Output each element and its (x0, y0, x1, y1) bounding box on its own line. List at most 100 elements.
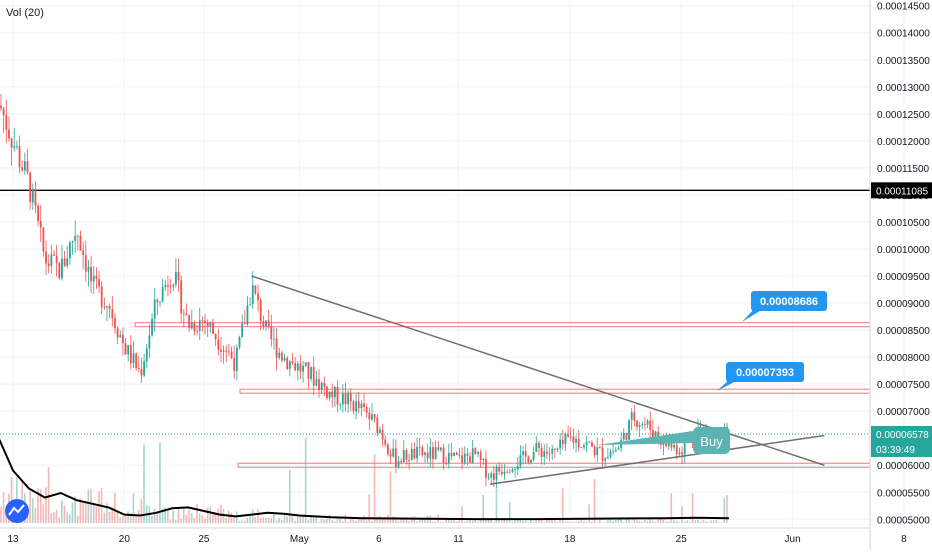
candle-body (153, 299, 156, 319)
candle-body (257, 293, 259, 301)
volume-bar (683, 521, 686, 523)
candle-body (646, 420, 649, 425)
volume-bar (601, 522, 604, 523)
volume-bar (127, 511, 129, 523)
volume-bar (169, 519, 172, 523)
candle-body (341, 393, 344, 405)
volume-bar (161, 508, 164, 523)
volume-bar (304, 438, 307, 523)
candle-body (212, 322, 214, 334)
volume-bar (609, 518, 612, 523)
candle-body (336, 386, 339, 405)
candle-body (683, 440, 686, 455)
volume-bar (10, 477, 13, 523)
volume-bar (514, 520, 516, 523)
candle-body (500, 471, 503, 475)
candle-body (583, 445, 585, 448)
candle-body (508, 471, 511, 473)
volume-bar (360, 517, 363, 523)
volume-bar (310, 515, 312, 523)
candle-body (392, 448, 395, 457)
candle-body (318, 379, 320, 390)
volume-bar (686, 520, 689, 523)
candle-body (61, 258, 63, 279)
candle-body (251, 285, 254, 305)
volume-bar (108, 511, 111, 523)
volume-bar (95, 506, 98, 523)
volume-bar (715, 520, 718, 523)
level-band-red (134, 322, 871, 328)
price-tick-label: 0.00012500 (877, 110, 930, 121)
volume-bar (76, 515, 79, 523)
candle-body (320, 382, 323, 390)
candle-body (132, 353, 135, 364)
volume-bars (0, 438, 728, 523)
candle-body (47, 263, 50, 267)
volume-bar (440, 521, 442, 523)
volume-bar (418, 519, 421, 523)
candle-body (21, 167, 24, 171)
price-tick-label: 0.00008500 (877, 326, 930, 337)
volume-bar (352, 517, 355, 523)
candle-body (87, 266, 90, 272)
volume-bar (143, 444, 145, 523)
candle-body (371, 414, 373, 420)
candle-body (10, 138, 13, 148)
candle-body (294, 363, 297, 371)
candle-body (259, 300, 262, 321)
candle-body (220, 349, 222, 352)
time-tick-label: 6 (376, 534, 382, 545)
volume-bar (453, 518, 455, 523)
volume-bar (622, 522, 625, 523)
candle-body (172, 284, 175, 287)
volume-bar (84, 502, 87, 523)
candle-body (175, 271, 177, 285)
candle-body (572, 436, 575, 443)
candle-body (315, 379, 318, 386)
price-tick-label: 0.00014000 (877, 29, 930, 40)
volume-bar (511, 521, 514, 523)
candle-body (180, 280, 183, 314)
candle-body (535, 442, 538, 452)
candle-body (482, 459, 485, 461)
volume-bar (302, 516, 304, 523)
volume-bar (201, 515, 204, 523)
time-tick-label: 8 (901, 534, 907, 545)
volume-bar (726, 495, 728, 523)
candle-body (302, 365, 304, 372)
candle-body (604, 458, 607, 461)
volume-bar (63, 505, 66, 523)
candle-body (522, 451, 524, 455)
volume-bar (636, 520, 638, 523)
grid (0, 3, 905, 528)
volume-bar (720, 522, 723, 523)
price-tick-label: 0.00009000 (877, 299, 930, 310)
volume-bar (273, 514, 275, 523)
volume-bar (487, 519, 490, 523)
volume-bar (540, 518, 543, 523)
candle-body (622, 432, 625, 440)
candle-body (614, 449, 617, 452)
candle-body (450, 452, 453, 456)
candle-body (63, 258, 66, 266)
volume-bar (424, 519, 426, 523)
candle-body (143, 361, 145, 376)
volume-bar (371, 520, 373, 523)
volume-bar (500, 520, 503, 523)
volume-bar (665, 521, 667, 523)
candle-body (182, 313, 185, 315)
candle-body (323, 382, 326, 387)
candle-body (262, 320, 265, 327)
candle-body (384, 439, 387, 445)
volume-bar (699, 521, 702, 523)
volume-bar (66, 512, 68, 523)
volume-bar (259, 517, 262, 523)
volume-bar (466, 520, 469, 523)
volume-bar (405, 516, 408, 523)
candle-body (673, 445, 675, 448)
volume-bar (254, 517, 257, 523)
tradingview-logo-mark (8, 504, 25, 516)
candle-body (92, 275, 95, 282)
